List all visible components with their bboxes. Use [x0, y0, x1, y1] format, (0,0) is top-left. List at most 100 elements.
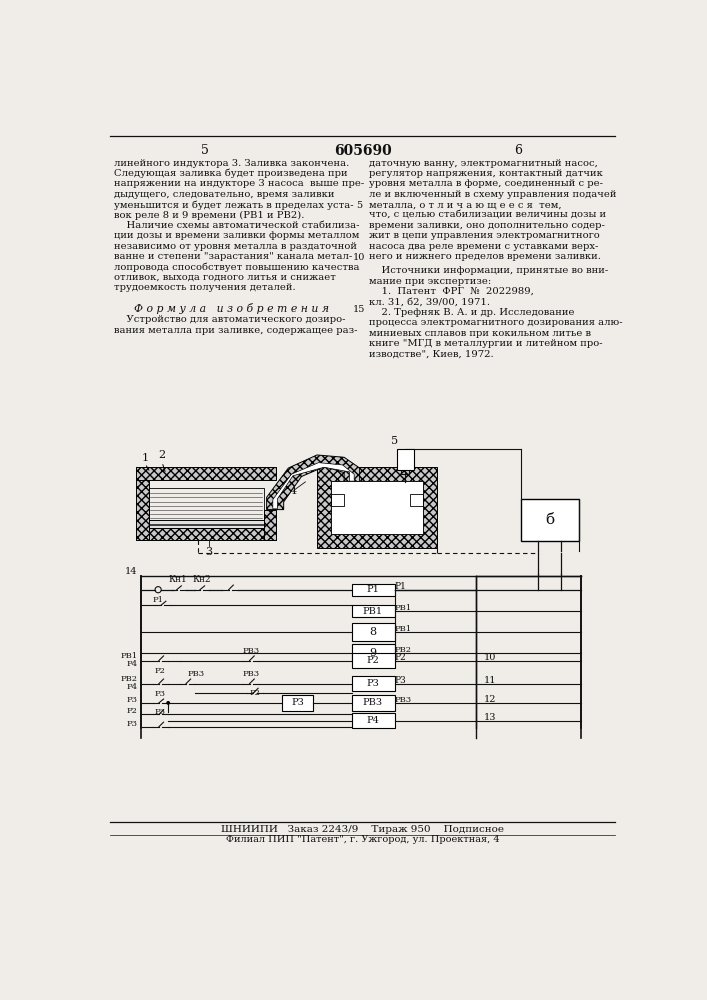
- Text: РВ1: РВ1: [395, 604, 411, 612]
- Bar: [282, 695, 313, 711]
- Bar: [136, 467, 276, 480]
- Bar: [352, 623, 395, 641]
- Text: дыдущего, следовательно, время заливки: дыдущего, следовательно, время заливки: [114, 190, 334, 199]
- Text: 13: 13: [484, 713, 496, 722]
- Text: РВ1: РВ1: [363, 607, 383, 616]
- Text: Р2: Р2: [127, 707, 137, 715]
- Text: жит в цепи управления электромагнитного: жит в цепи управления электромагнитного: [369, 231, 600, 240]
- Text: РВ2: РВ2: [120, 675, 137, 683]
- Text: что, с целью стабилизации величины дозы и: что, с целью стабилизации величины дозы …: [369, 210, 606, 219]
- Text: б: б: [545, 513, 554, 527]
- Text: процесса электромагнитного дозирования алю-: процесса электромагнитного дозирования а…: [369, 318, 623, 327]
- Text: 2. Трефняк В. А. и др. Исследование: 2. Трефняк В. А. и др. Исследование: [369, 308, 574, 317]
- Text: даточную ванну, электромагнитный насос,: даточную ванну, электромагнитный насос,: [369, 158, 598, 167]
- Text: 5: 5: [201, 144, 209, 157]
- Text: изводстве", Киев, 1972.: изводстве", Киев, 1972.: [369, 349, 493, 358]
- Text: 2: 2: [158, 450, 165, 460]
- Text: 3: 3: [205, 547, 212, 557]
- Text: вания металла при заливке, содержащее раз-: вания металла при заливке, содержащее ра…: [114, 326, 358, 335]
- Text: Следующая заливка будет произведена при: Следующая заливка будет произведена при: [114, 169, 348, 178]
- Text: РВ2: РВ2: [395, 646, 411, 654]
- Text: металла, о т л и ч а ю щ е е с я  тем,: металла, о т л и ч а ю щ е е с я тем,: [369, 200, 561, 209]
- Text: вок реле 8 и 9 времени (РВ1 и РВ2).: вок реле 8 и 9 времени (РВ1 и РВ2).: [114, 210, 304, 220]
- Text: Р3: Р3: [155, 690, 166, 698]
- Text: уменьшится и будет лежать в пределах уста-: уменьшится и будет лежать в пределах уст…: [114, 200, 354, 210]
- Text: 5: 5: [356, 201, 362, 210]
- Text: Р3: Р3: [291, 698, 304, 707]
- Text: Р4: Р4: [126, 683, 137, 691]
- Text: Р4: Р4: [126, 660, 137, 668]
- Text: РВ1: РВ1: [395, 625, 411, 633]
- Text: Р1: Р1: [366, 585, 379, 594]
- Text: Устройство для автоматического дозиро-: Устройство для автоматического дозиро-: [114, 315, 346, 324]
- Text: Р1: Р1: [395, 582, 407, 591]
- Bar: [136, 528, 276, 540]
- Text: Ф о р м у л а   и з о б р е т е н и я: Ф о р м у л а и з о б р е т е н и я: [134, 303, 329, 314]
- Text: 14: 14: [124, 567, 137, 576]
- Text: РВ3: РВ3: [363, 698, 383, 707]
- Text: ле и включенный в схему управления подачей: ле и включенный в схему управления подач…: [369, 190, 617, 199]
- Text: отливок, выхода годного литья и снижает: отливок, выхода годного литья и снижает: [114, 273, 336, 282]
- Text: регулятор напряжения, контактный датчик: регулятор напряжения, контактный датчик: [369, 169, 603, 178]
- Bar: [149, 520, 264, 528]
- Circle shape: [166, 701, 170, 705]
- Bar: [352, 713, 395, 728]
- Text: напряжении на индукторе 3 насоса  выше пре-: напряжении на индукторе 3 насоса выше пр…: [114, 179, 364, 188]
- Text: РВ3: РВ3: [243, 647, 259, 655]
- Text: Р3: Р3: [155, 708, 166, 716]
- Bar: [352, 653, 395, 668]
- Text: Р2: Р2: [250, 689, 260, 697]
- Bar: [149, 488, 264, 528]
- Text: 10: 10: [353, 253, 365, 262]
- Text: насоса два реле времени с уставками верх-: насоса два реле времени с уставками верх…: [369, 242, 598, 251]
- Text: Р3: Р3: [366, 679, 379, 688]
- Text: 15: 15: [353, 305, 365, 314]
- Text: РВ3: РВ3: [395, 696, 411, 704]
- Text: лопровода способствует повышению качества: лопровода способствует повышению качеств…: [114, 262, 359, 272]
- Text: Источники информации, принятые во вни-: Источники информации, принятые во вни-: [369, 266, 608, 275]
- Text: Кн2: Кн2: [192, 575, 211, 584]
- Bar: [352, 644, 395, 662]
- Text: Р1: Р1: [153, 596, 163, 604]
- Text: Кн1: Кн1: [169, 575, 187, 584]
- Text: линейного индуктора 3. Заливка закончена.: линейного индуктора 3. Заливка закончена…: [114, 158, 349, 167]
- Text: независимо от уровня металла в раздаточной: независимо от уровня металла в раздаточн…: [114, 242, 357, 251]
- Text: РВ1: РВ1: [120, 652, 137, 660]
- Text: РВ3: РВ3: [243, 670, 259, 678]
- Text: него и нижнего пределов времени заливки.: него и нижнего пределов времени заливки.: [369, 252, 601, 261]
- Text: миниевых сплавов при кокильном литье в: миниевых сплавов при кокильном литье в: [369, 329, 591, 338]
- Bar: [352, 695, 395, 711]
- Bar: [331, 481, 423, 534]
- Text: времени заливки, оно дополнительно содер-: времени заливки, оно дополнительно содер…: [369, 221, 604, 230]
- Text: Р2: Р2: [366, 656, 379, 665]
- Text: 1: 1: [141, 453, 148, 463]
- Bar: [264, 510, 276, 540]
- Text: книге "МГД в металлургии и литейном про-: книге "МГД в металлургии и литейном про-: [369, 339, 602, 348]
- Text: Р3: Р3: [127, 696, 137, 704]
- Text: уровня металла в форме, соединенный с ре-: уровня металла в форме, соединенный с ре…: [369, 179, 603, 188]
- Text: мание при экспертизе:: мание при экспертизе:: [369, 277, 491, 286]
- Text: 6: 6: [515, 144, 522, 157]
- Text: ванне и степени "зарастания" канала метал-: ванне и степени "зарастания" канала мета…: [114, 252, 352, 261]
- Text: 605690: 605690: [334, 144, 392, 158]
- Text: 8: 8: [369, 627, 376, 637]
- Bar: [521, 499, 579, 541]
- Text: РВ3: РВ3: [187, 670, 205, 678]
- Text: Р3: Р3: [127, 720, 137, 728]
- Text: 11: 11: [484, 676, 496, 685]
- Bar: [352, 584, 395, 596]
- Bar: [352, 605, 395, 617]
- Text: Р2: Р2: [155, 667, 166, 675]
- Text: Р4: Р4: [366, 716, 379, 725]
- Text: 4: 4: [290, 486, 298, 496]
- Text: Р3: Р3: [395, 676, 407, 685]
- Text: 1.  Патент  ФРГ  №  2022989,: 1. Патент ФРГ № 2022989,: [369, 287, 534, 296]
- Text: 12: 12: [484, 695, 496, 704]
- Text: Филиал ПИП "Патент", г. Ужгород, ул. Проектная, 4: Филиал ПИП "Патент", г. Ужгород, ул. Про…: [226, 835, 500, 844]
- Text: Наличие схемы автоматической стабилиза-: Наличие схемы автоматической стабилиза-: [114, 221, 359, 230]
- Text: ШНИИПИ   Заказ 2243/9    Тираж 950    Подписное: ШНИИПИ Заказ 2243/9 Тираж 950 Подписное: [221, 825, 504, 834]
- Text: кл. 31, б2, 39/00, 1971.: кл. 31, б2, 39/00, 1971.: [369, 297, 490, 306]
- Text: ции дозы и времени заливки формы металлом: ции дозы и времени заливки формы металло…: [114, 231, 359, 240]
- Text: трудоемкость получения деталей.: трудоемкость получения деталей.: [114, 283, 296, 292]
- Text: 10: 10: [484, 653, 496, 662]
